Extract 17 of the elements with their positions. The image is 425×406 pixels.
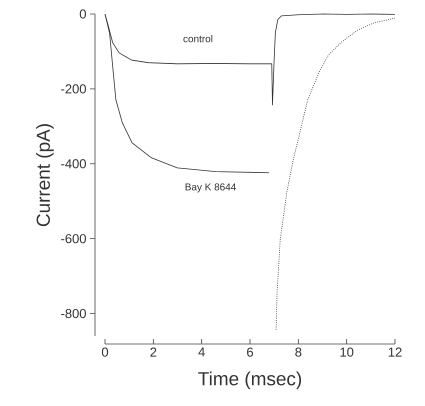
y-tick-label: -800 [61, 308, 86, 318]
y-tick-label: 0 [80, 9, 86, 19]
text: control [183, 34, 212, 42]
y-axis-title: Current (pA) [36, 124, 54, 226]
y-tick-label: -400 [61, 159, 86, 168]
x-axis-title: Time (msec) [198, 372, 302, 390]
x-tick-label: 12 [388, 348, 402, 357]
x-tick-label: 8 [295, 348, 302, 357]
y-tick-label: -200 [61, 84, 86, 94]
x-tick-label: 0 [102, 348, 108, 357]
x-tick-label: 6 [247, 348, 254, 357]
line-series [276, 18, 396, 330]
x-tick-label: 4 [198, 348, 205, 356]
x-tick-label: 2 [150, 348, 156, 357]
series-label: Bay K 8644 [186, 183, 236, 192]
x-tick-label: 10 [340, 348, 354, 357]
y-tick-label: -600 [61, 234, 86, 244]
